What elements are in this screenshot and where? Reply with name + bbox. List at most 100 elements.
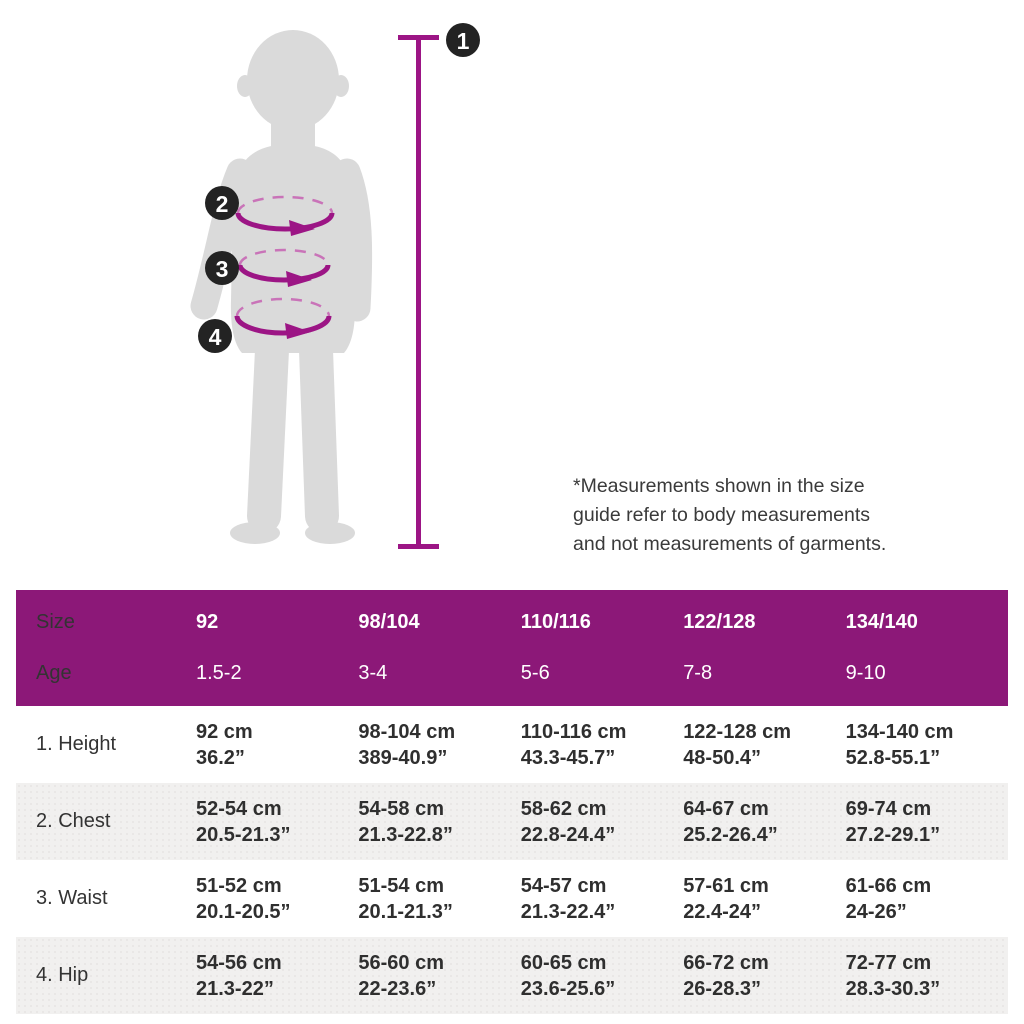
table-row: 4. Hip 54-56 cm 21.3-22” 56-60 cm 22-23.6” 60… [16, 937, 1008, 1014]
measurement-inches: 26-28.3” [683, 977, 762, 1000]
measurement-cm: 60-65 cm [520, 951, 607, 974]
measurement-cm: 98-104 cm [358, 720, 456, 743]
measurement-cm: 64-67 cm [683, 797, 769, 820]
badge-3-waist: 3 [205, 251, 239, 285]
size-table-header: Size 92 98/104 110/116 122/128 134/140 Age 1… [16, 590, 1008, 706]
measurement-inches: 36.2” [196, 746, 245, 769]
badge-2-number: 2 [216, 191, 229, 217]
measurement-inches: 28.3-30.3” [845, 977, 941, 1000]
measurement-cm: 51-54 cm [358, 874, 445, 897]
measurement-inches: 24-26” [845, 900, 907, 923]
badge-4-number: 4 [209, 324, 222, 350]
measurement-cm: 69-74 cm [845, 797, 932, 820]
age-label: Age [36, 661, 72, 684]
measurement-cm: 54-57 cm [520, 874, 607, 897]
size-value: 92 [196, 610, 219, 633]
measurement-cm: 56-60 cm [358, 951, 445, 974]
size-value: 110/116 [520, 610, 591, 633]
size-header-row: Size 92 98/104 110/116 122/128 134/140 [16, 590, 1008, 648]
measurement-cell: 56-60 cm 22-23.6” [358, 950, 520, 1002]
table-row: 3. Waist 51-52 cm 20.1-20.5” 51-54 cm 20.1-2… [16, 860, 1008, 937]
measurement-cell: 54-58 cm 21.3-22.8” [358, 796, 520, 848]
measurement-cell: 72-77 cm 28.3-30.3” [846, 950, 1008, 1002]
measurement-cell: 61-66 cm 24-26” [846, 873, 1008, 925]
measurement-cm: 54-58 cm [358, 797, 445, 820]
measurement-cell: 64-67 cm 25.2-26.4” [683, 796, 845, 848]
size-guide-table: Size 92 98/104 110/116 122/128 134/140 Age 1… [16, 590, 1008, 1014]
row-label: 1. Height [36, 733, 117, 755]
measurement-cm: 110-116 cm [520, 720, 627, 743]
size-value: 98/104 [358, 610, 420, 633]
measurement-cell: 54-57 cm 21.3-22.4” [521, 873, 683, 925]
measurement-cell: 51-52 cm 20.1-20.5” [196, 873, 358, 925]
measurement-inches: 20.1-21.3” [358, 900, 453, 923]
measurement-inches: 21.3-22.8” [358, 823, 453, 846]
table-row: 1. Height 92 cm 36.2” 98-104 cm 389-40.9” 110… [16, 706, 1008, 783]
measurement-cm: 122-128 cm [683, 720, 792, 743]
age-value: 9-10 [845, 661, 886, 684]
measurement-cm: 61-66 cm [845, 874, 932, 897]
measurement-cell: 57-61 cm 22.4-24” [683, 873, 845, 925]
measurement-note: *Measurements shown in the size guide re… [573, 472, 953, 559]
row-label: 4. Hip [36, 964, 89, 986]
size-value: 134/140 [845, 610, 918, 633]
measurement-cm: 54-56 cm [196, 951, 282, 974]
body-measurement-diagram: 1 2 3 4 [190, 23, 480, 549]
measurement-cm: 51-52 cm [196, 874, 282, 897]
child-silhouette [190, 30, 373, 544]
measurement-inches: 389-40.9” [358, 746, 448, 769]
measurement-inches: 22.8-24.4” [520, 823, 616, 846]
measurement-inches: 20.5-21.3” [196, 823, 291, 846]
measurement-inches: 20.1-20.5” [196, 900, 291, 923]
measurement-cell: 52-54 cm 20.5-21.3” [196, 796, 358, 848]
measurement-cm: 66-72 cm [683, 951, 769, 974]
measurement-cell: 98-104 cm 389-40.9” [358, 719, 520, 771]
badge-2-chest: 2 [205, 186, 239, 220]
measurement-inches: 22-23.6” [358, 977, 437, 1000]
chest-measure-tape [235, 195, 335, 236]
measurement-cm: 134-140 cm [845, 720, 954, 743]
measurement-cell: 134-140 cm 52.8-55.1” [846, 719, 1008, 771]
measurement-note-line-2: guide refer to body measurements [573, 504, 870, 526]
age-value: 7-8 [683, 661, 713, 684]
hip-measure-tape [234, 297, 332, 339]
measurement-cell: 92 cm 36.2” [196, 719, 358, 771]
measurement-inches: 48-50.4” [683, 746, 762, 769]
measurement-cell: 60-65 cm 23.6-25.6” [521, 950, 683, 1002]
measurement-note-line-1: *Measurements shown in the size [573, 475, 865, 497]
size-label: Size [36, 610, 75, 633]
measurement-cell: 69-74 cm 27.2-29.1” [846, 796, 1008, 848]
measurement-inches: 21.3-22.4” [520, 900, 616, 923]
measurement-cell: 54-56 cm 21.3-22” [196, 950, 358, 1002]
measurement-inches: 52.8-55.1” [845, 746, 941, 769]
size-table-body: 1. Height 92 cm 36.2” 98-104 cm 389-40.9” 110… [16, 706, 1008, 1014]
age-header-row: Age 1.5-2 3-4 5-6 7-8 9-10 [16, 648, 1008, 706]
measurement-cell: 51-54 cm 20.1-21.3” [358, 873, 520, 925]
measurement-inches: 21.3-22” [196, 977, 274, 1000]
measurement-cm: 57-61 cm [683, 874, 769, 897]
measurement-inches: 23.6-25.6” [520, 977, 616, 1000]
measurement-inches: 25.2-26.4” [683, 823, 778, 846]
measurement-inches: 22.4-24” [683, 900, 762, 923]
badge-1-height: 1 [446, 23, 480, 57]
measurement-cell: 58-62 cm 22.8-24.4” [521, 796, 683, 848]
badge-3-number: 3 [216, 256, 229, 282]
size-value: 122/128 [683, 610, 756, 633]
age-value: 1.5-2 [196, 661, 242, 684]
badge-1-number: 1 [457, 28, 470, 54]
badge-4-hip: 4 [198, 319, 232, 353]
age-value: 3-4 [358, 661, 388, 684]
measurement-cell: 66-72 cm 26-28.3” [683, 950, 845, 1002]
measurement-inches: 43.3-45.7” [520, 746, 616, 769]
waist-measure-tape [237, 248, 331, 287]
measurement-cm: 58-62 cm [520, 797, 607, 820]
measurement-note-line-3: and not measurements of garments. [573, 533, 887, 555]
measurement-cell: 122-128 cm 48-50.4” [683, 719, 845, 771]
measurement-cell: 110-116 cm 43.3-45.7” [521, 719, 683, 771]
measurement-cm: 52-54 cm [196, 797, 282, 820]
measurement-cm: 92 cm [196, 720, 253, 743]
age-value: 5-6 [520, 661, 550, 684]
row-label: 2. Chest [36, 810, 111, 832]
table-row: 2. Chest 52-54 cm 20.5-21.3” 54-58 cm 21.3-2… [16, 783, 1008, 860]
measurement-inches: 27.2-29.1” [845, 823, 941, 846]
